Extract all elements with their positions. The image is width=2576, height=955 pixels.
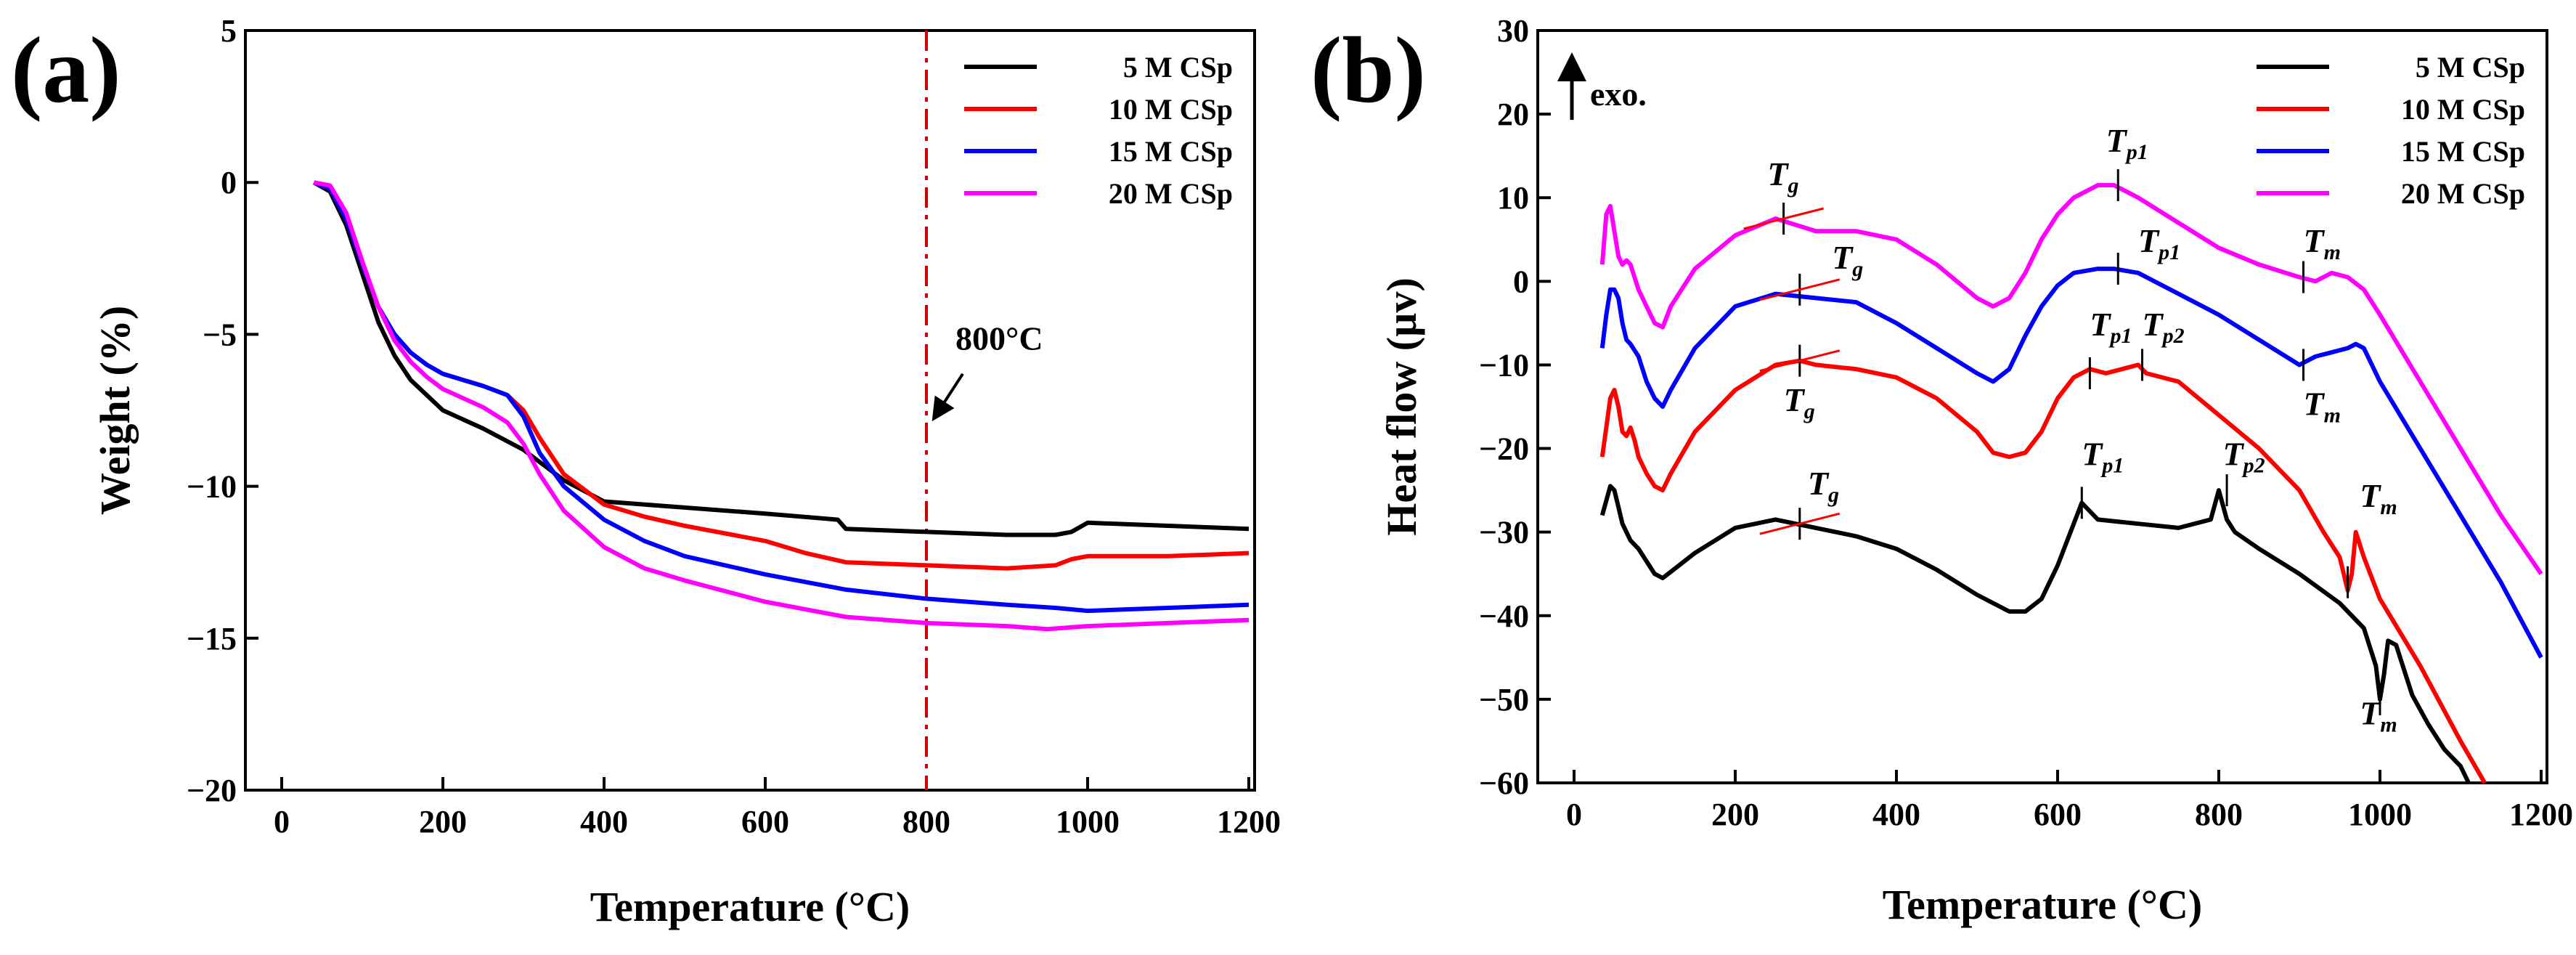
x-tick-label: 0 xyxy=(1566,797,1582,832)
annotation-label: Tp1 xyxy=(2082,436,2124,478)
annotation-label: Tm xyxy=(2304,222,2341,264)
annotation-tm-magenta: Tm xyxy=(2302,222,2341,293)
y-tick-label: −20 xyxy=(187,773,237,808)
x-tick-label: 400 xyxy=(580,804,628,840)
y-tick-label: 10 xyxy=(1497,180,1529,216)
annotation-label: Tp1 xyxy=(2090,306,2132,348)
marker-label-800: 800°C xyxy=(955,320,1043,357)
annotation-label: Tp1 xyxy=(2138,222,2180,264)
y-tick-label: −15 xyxy=(187,621,237,657)
x-tick-label: 1000 xyxy=(1056,804,1120,840)
panel-a: (a) 0 200 400 600 800 1000 1200 −20 −15 −10 −5 0 5 8… xyxy=(11,13,1281,930)
legend-label: 15 M CSp xyxy=(1109,135,1233,168)
annotation-tg-red: Tg xyxy=(1759,344,1841,423)
y-tick-label: −10 xyxy=(187,469,237,505)
panel-b: (b) 0 200 400 600 800 1000 1200−60−50−40−30−20… xyxy=(1311,13,2573,928)
x-tick-label: 600 xyxy=(741,804,789,840)
x-tick-label: 0 xyxy=(274,804,290,840)
x-tick-label: 600 xyxy=(2034,797,2082,832)
annotation-tp1-red: Tp1 xyxy=(2088,306,2132,389)
annotation-label: Tp1 xyxy=(2106,122,2148,164)
arrow-icon xyxy=(932,373,964,422)
tg-tangent-line xyxy=(1743,207,1824,230)
tg-tangent-line xyxy=(1759,349,1841,373)
panel-b-xlabel: Temperature (°C) xyxy=(1883,881,2202,928)
panel-b-label: (b) xyxy=(1311,18,1426,123)
panel-a-series xyxy=(312,180,1250,632)
panel-a-label: (a) xyxy=(11,18,121,123)
panel-b-legend: 5 M CSp 10 M CSp 15 M CSp 20 M CSp xyxy=(2257,51,2525,210)
tg-tangent-line xyxy=(1759,512,1841,535)
y-tick-label: 0 xyxy=(221,165,237,200)
exo-label: exo. xyxy=(1590,76,1647,113)
y-tick-label: 30 xyxy=(1497,13,1529,49)
annotation-label: Tm xyxy=(2360,694,2397,736)
panel-b-ticks: 0 200 400 600 800 1000 1200 −60 −50 −40 −30 −20 −10 0… xyxy=(1479,13,2573,832)
legend-label: 5 M CSp xyxy=(1123,51,1233,84)
x-tick-label: 1200 xyxy=(2509,797,2573,832)
series-line-5-m-csp xyxy=(312,180,1250,537)
annotation-tp2-red: Tp2 xyxy=(2141,306,2185,381)
x-tick-label: 800 xyxy=(2195,797,2243,832)
panel-a-ylabel: Weight (%) xyxy=(91,306,139,515)
y-tick-label: −30 xyxy=(1479,515,1529,550)
y-tick-label: −40 xyxy=(1479,598,1529,634)
y-tick-label: −60 xyxy=(1479,765,1529,801)
annotation-label: Tm xyxy=(2304,386,2341,428)
legend-label: 10 M CSp xyxy=(2401,93,2525,126)
exo-indicator: exo. xyxy=(1557,52,1647,120)
annotation-label: Tg xyxy=(1808,465,1839,507)
y-tick-label: 20 xyxy=(1497,97,1529,132)
y-tick-label: −10 xyxy=(1479,347,1529,383)
y-tick-label: −20 xyxy=(1479,431,1529,467)
x-tick-label: 800 xyxy=(902,804,950,840)
y-tick-label: 5 xyxy=(221,13,237,49)
series-line-20-m-csp xyxy=(313,180,1250,632)
tg-tangent-line xyxy=(1759,278,1841,301)
legend-label: 20 M CSp xyxy=(1109,177,1233,210)
annotation-label: Tg xyxy=(1832,239,1863,281)
annotation-tg-black: Tg xyxy=(1759,465,1841,540)
panel-a-xlabel: Temperature (°C) xyxy=(590,883,910,930)
annotation-tg-magenta: Tg xyxy=(1743,155,1824,235)
series-line-5-m-csp xyxy=(1599,484,2471,784)
x-tick-label: 1200 xyxy=(1217,804,1281,840)
panel-a-ticks: 0 200 400 600 800 1000 1200 −20 −15 −10 −5 0 5 xyxy=(187,13,1281,840)
panel-b-frame xyxy=(1536,29,2548,784)
x-tick-label: 200 xyxy=(1711,797,1759,832)
legend-label: 20 M CSp xyxy=(2401,177,2525,210)
annotation-label: Tp2 xyxy=(2143,306,2185,348)
x-tick-label: 1000 xyxy=(2348,797,2412,832)
y-tick-label: −50 xyxy=(1479,682,1529,718)
panel-b-series xyxy=(1599,183,2543,784)
series-line-20-m-csp xyxy=(1599,183,2543,575)
x-tick-label: 200 xyxy=(419,804,467,840)
annotation-tp1-blue: Tp1 xyxy=(2116,222,2180,285)
legend-label: 15 M CSp xyxy=(2401,135,2525,168)
annotation-label: Tm xyxy=(2360,477,2397,519)
annotation-tp1-magenta: Tp1 xyxy=(2106,122,2148,201)
x-tick-label: 400 xyxy=(1872,797,1920,832)
y-tick-label: 0 xyxy=(1513,264,1529,299)
series-line-10-m-csp xyxy=(1599,358,2487,784)
annotation-label: Tg xyxy=(1767,155,1798,198)
panel-a-frame xyxy=(244,29,1256,792)
annotation-label: Tp2 xyxy=(2223,436,2265,478)
legend-label: 5 M CSp xyxy=(2416,51,2525,84)
series-line-15-m-csp xyxy=(1599,267,2543,659)
panel-a-800-marker: 800°C xyxy=(925,31,1043,790)
annotation-label: Tg xyxy=(1784,381,1815,423)
legend-label: 10 M CSp xyxy=(1109,93,1233,126)
y-tick-label: −5 xyxy=(203,317,237,352)
panel-b-ylabel: Heat flow (µv) xyxy=(1378,277,1425,536)
panel-b-annotations: Tg Tp1 Tm Tg Tp1 Tm Tg Tp1 Tp2 Tm Tg Tp1 Tp2 Tm xyxy=(1743,122,2397,736)
panel-a-legend: 5 M CSp 10 M CSp 15 M CSp 20 M CSp xyxy=(964,51,1233,210)
